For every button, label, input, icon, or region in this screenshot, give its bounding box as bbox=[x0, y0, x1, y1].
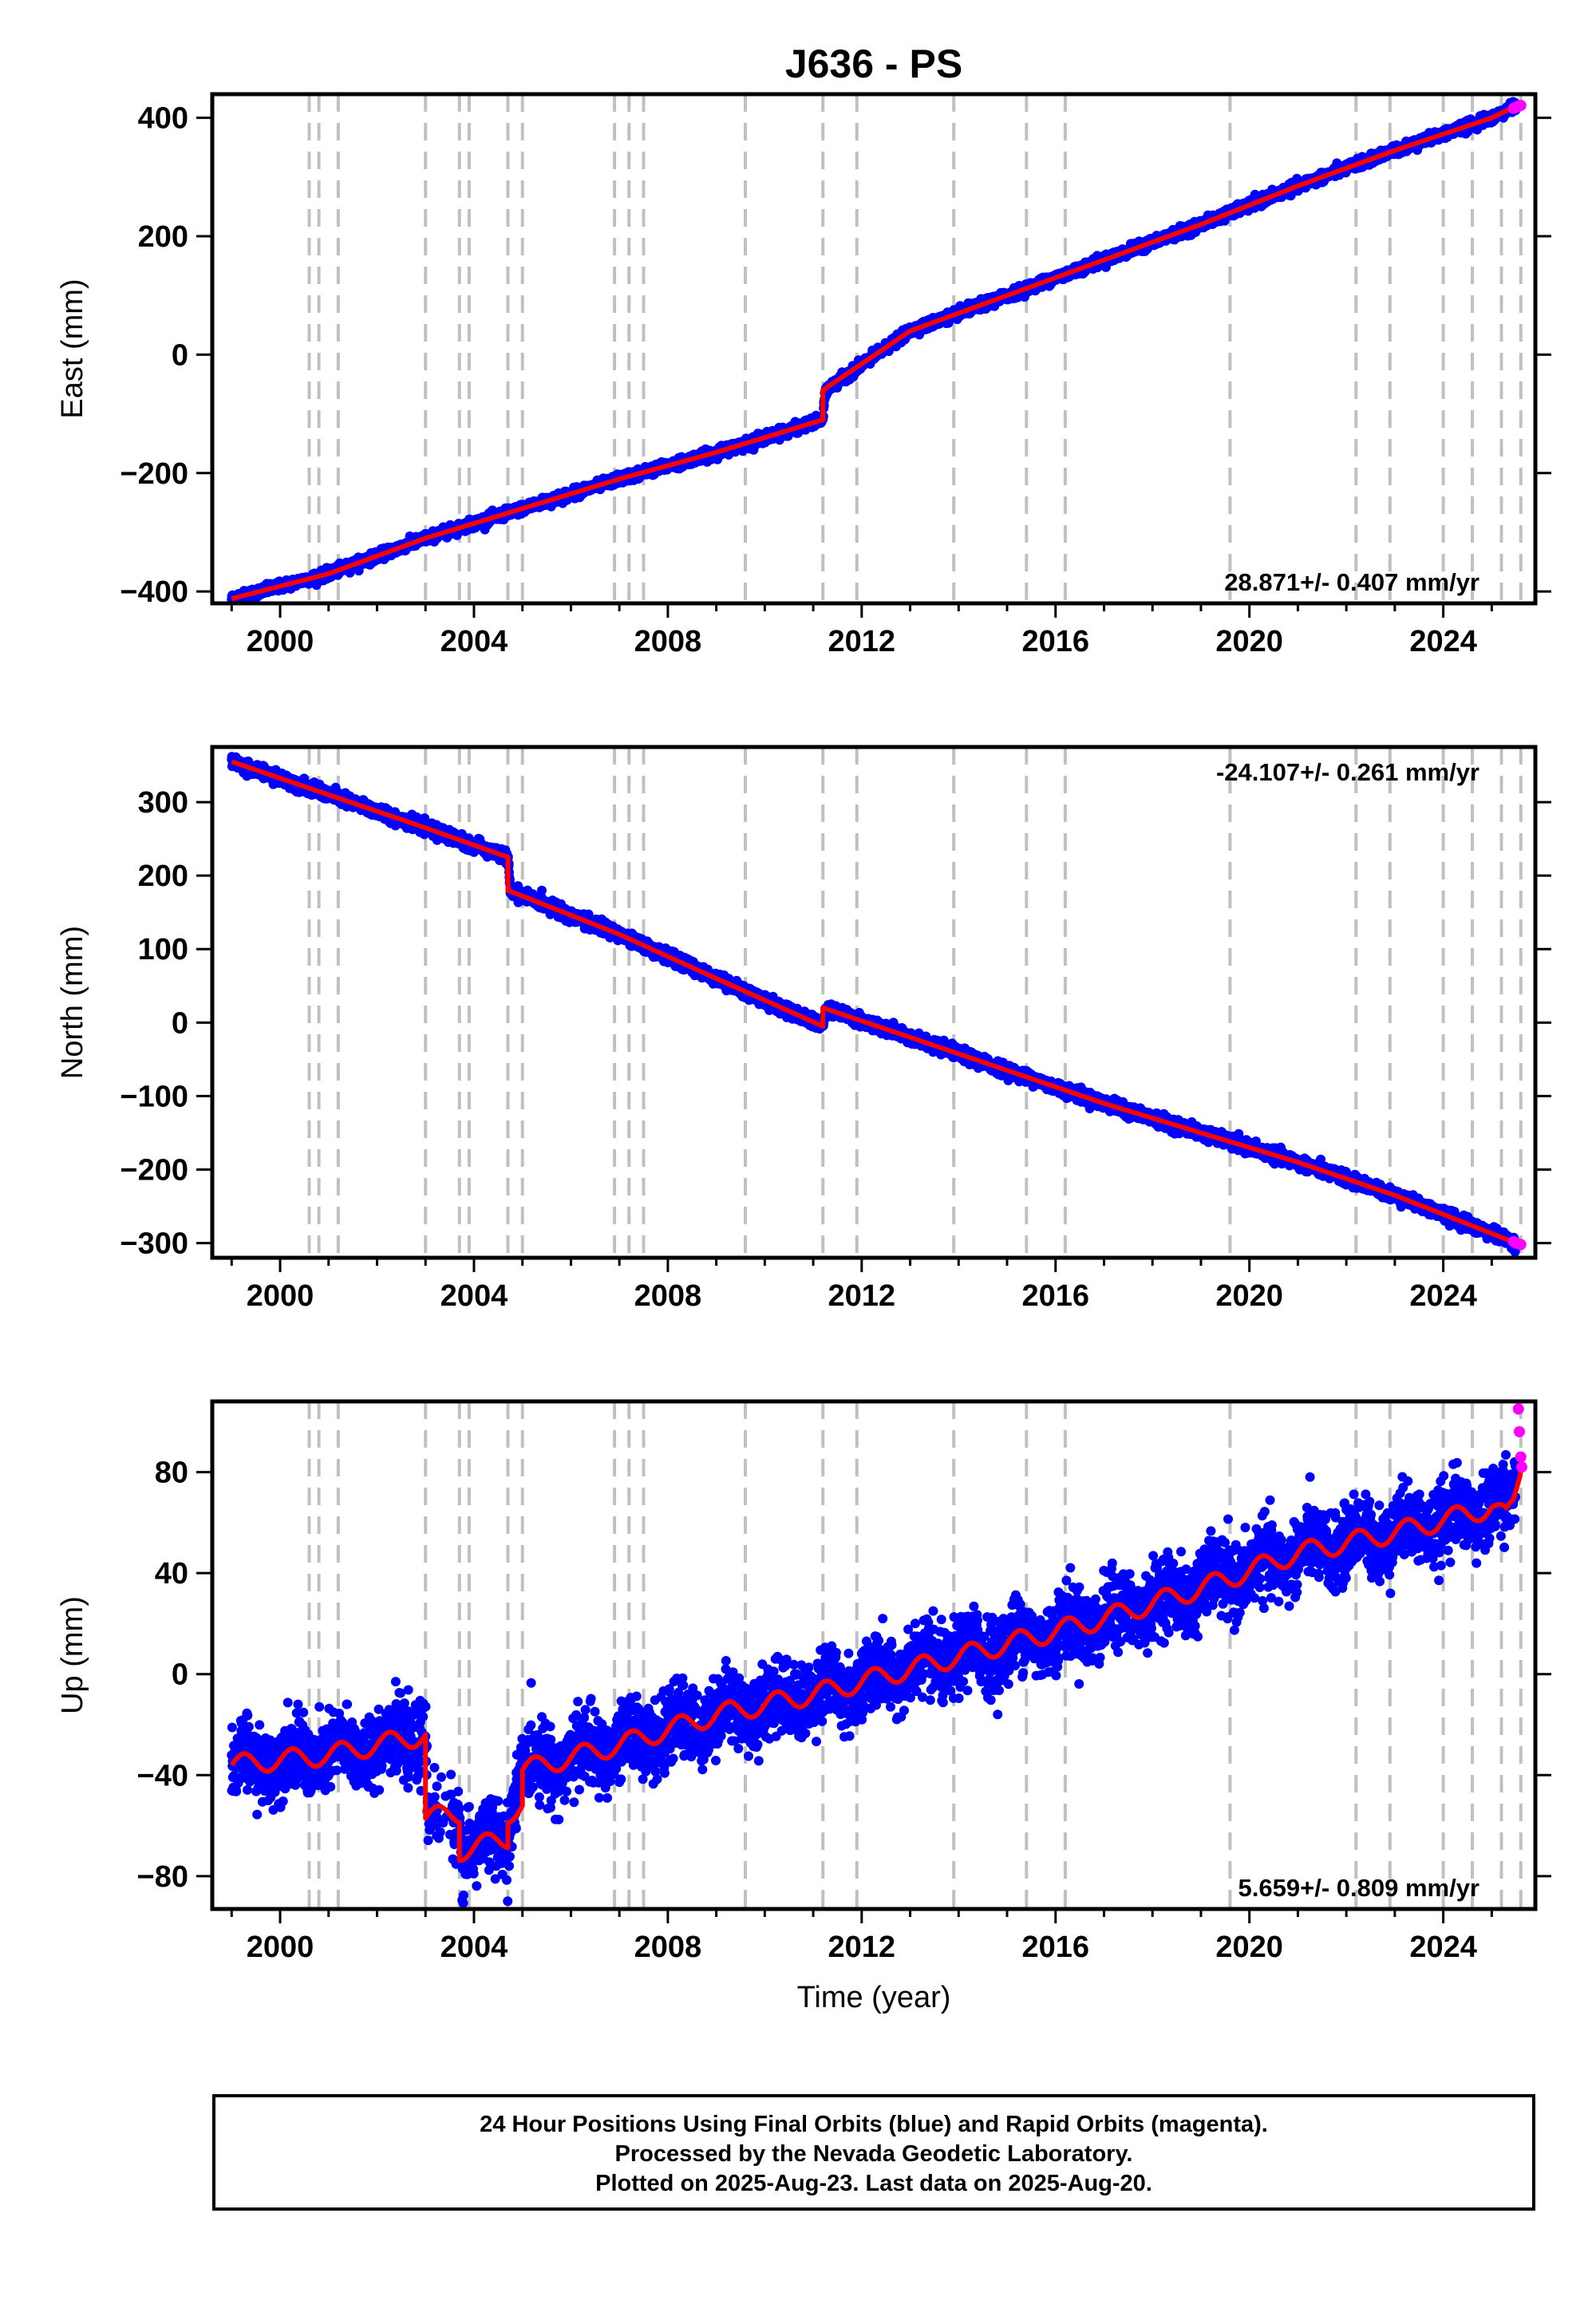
figure-title: J636 - PS bbox=[785, 41, 962, 86]
panel-east: 2000 2004 2008 2012 2016 2020 2024−400−2000200… bbox=[56, 92, 1551, 658]
panels: 2000 2004 2008 2012 2016 2020 2024−400−2000200… bbox=[56, 92, 1551, 1964]
